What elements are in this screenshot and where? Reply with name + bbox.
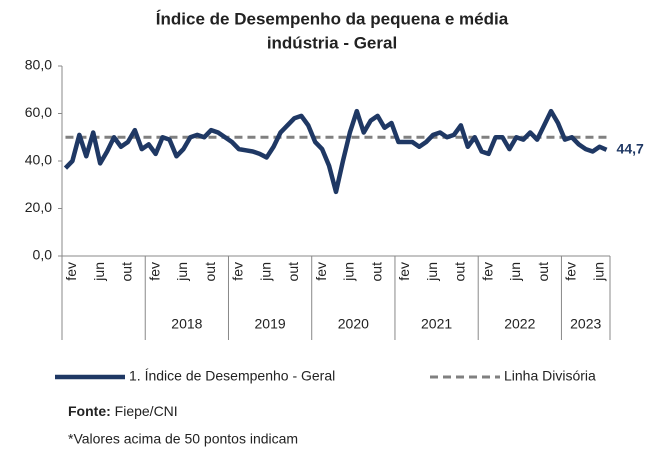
x-tick-label: jun <box>257 262 273 282</box>
y-tick-label: 80,0 <box>25 57 52 73</box>
x-tick-label: out <box>452 262 468 282</box>
group-label: 2019 <box>255 316 286 332</box>
x-tick-label: jun <box>174 262 190 282</box>
series-line <box>63 108 608 195</box>
footer-note: *Valores acima de 50 pontos indicam <box>68 431 298 447</box>
group-label: 2020 <box>338 316 369 332</box>
x-tick-label: fev <box>563 262 579 281</box>
x-tick-label: fev <box>63 262 79 281</box>
legend-label: Linha Divisória <box>504 368 596 384</box>
x-tick-label: jun <box>91 262 107 282</box>
group-label: 2023 <box>570 316 601 332</box>
x-tick-label: out <box>119 262 135 282</box>
chart-title: indústria - Geral <box>267 33 397 52</box>
x-tick-label: jun <box>507 262 523 282</box>
group-label: 2021 <box>421 316 452 332</box>
source-label: Fonte: <box>68 403 111 419</box>
y-tick-label: 60,0 <box>25 104 52 120</box>
chart-title: Índice de Desempenho da pequena e média <box>156 9 509 28</box>
x-tick-label: fev <box>479 262 495 281</box>
source: Fiepe/CNI <box>111 403 178 419</box>
x-tick-label: fev <box>396 262 412 281</box>
legend-label: 1. Índice de Desempenho - Geral <box>129 368 335 384</box>
y-tick-label: 20,0 <box>25 199 52 215</box>
x-tick-label: out <box>285 262 301 282</box>
x-tick-label: jun <box>424 262 440 282</box>
x-tick-label: out <box>202 262 218 282</box>
x-tick-label: fev <box>230 262 246 281</box>
x-tick-label: fev <box>313 262 329 281</box>
group-label: 2022 <box>504 316 535 332</box>
y-tick-label: 40,0 <box>25 152 52 168</box>
y-tick-label: 0,0 <box>33 247 53 263</box>
value-label: 44,7 <box>617 141 644 157</box>
group-label: 2018 <box>171 316 202 332</box>
x-tick-label: out <box>535 262 551 282</box>
footer-source: Fonte: Fiepe/CNI <box>68 403 178 419</box>
x-tick-label: fev <box>146 262 162 281</box>
x-tick-label: out <box>368 262 384 282</box>
x-tick-label: jun <box>590 262 606 282</box>
x-tick-label: jun <box>341 262 357 282</box>
